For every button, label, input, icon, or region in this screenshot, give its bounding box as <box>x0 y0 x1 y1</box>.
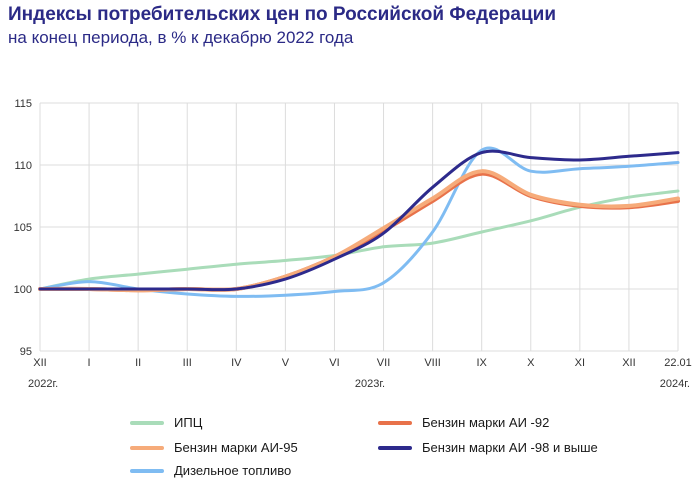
year-label: 2024г. <box>660 378 690 390</box>
y-tick-label: 95 <box>20 346 32 358</box>
series-line-ai98 <box>38 149 680 292</box>
series-line-ai95 <box>38 169 680 293</box>
y-tick-label: 110 <box>14 160 32 172</box>
x-tick-label: XII <box>622 357 635 369</box>
x-tick-label: III <box>183 357 192 369</box>
series-line-cpi <box>38 189 680 291</box>
year-label: 2023г. <box>355 378 385 390</box>
x-tick-label: X <box>527 357 535 369</box>
x-tick-label: VIII <box>424 357 441 369</box>
x-tick-label: 22.01 <box>664 357 692 369</box>
x-tick-label: V <box>282 357 290 369</box>
x-tick-label: IX <box>476 357 487 369</box>
x-tick-label: XI <box>575 357 585 369</box>
x-tick-label: VII <box>377 357 390 369</box>
chart-subtitle: на конец периода, в % к декабрю 2022 год… <box>8 28 354 47</box>
series-line-ai92 <box>38 171 680 293</box>
x-tick-label: VI <box>329 357 339 369</box>
x-tick-label: II <box>135 357 141 369</box>
y-tick-label: 100 <box>14 284 32 296</box>
y-tick-label: 105 <box>14 222 32 234</box>
x-tick-label: IV <box>231 357 242 369</box>
x-tick-label: XII <box>33 357 46 369</box>
y-tick-label: 115 <box>14 98 32 110</box>
x-tick-label: I <box>88 357 91 369</box>
year-label: 2022г. <box>28 378 58 390</box>
chart-title: Индексы потребительских цен по Российско… <box>8 4 556 25</box>
